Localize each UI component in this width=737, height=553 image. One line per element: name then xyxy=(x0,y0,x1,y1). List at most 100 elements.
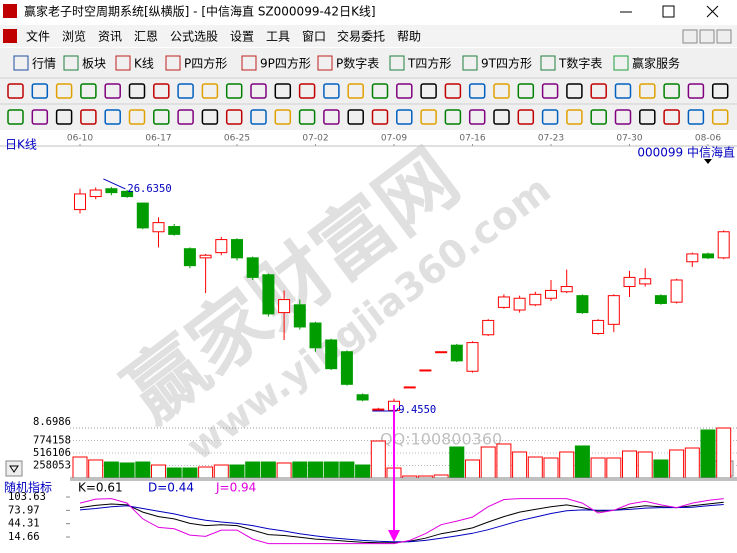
toolbar-icon[interactable] xyxy=(31,83,49,99)
close-button[interactable] xyxy=(706,5,719,18)
toolbar-icon[interactable] xyxy=(590,83,607,99)
toolbar-icon[interactable] xyxy=(115,55,131,71)
menu-item[interactable]: 窗口 xyxy=(302,30,326,44)
toolbar-icon[interactable] xyxy=(323,83,340,99)
toolbar-icon[interactable] xyxy=(639,109,656,125)
toolbar-icon[interactable] xyxy=(7,109,24,125)
toolbar-icon[interactable] xyxy=(31,109,49,125)
toolbar-icon[interactable] xyxy=(590,109,607,125)
toolbar-icon[interactable] xyxy=(663,83,680,99)
toolbar-icon[interactable] xyxy=(566,83,583,99)
menu-item[interactable]: 工具 xyxy=(266,30,290,44)
toolbar-button[interactable]: 板块 xyxy=(82,57,106,71)
toolbar-icon[interactable] xyxy=(298,109,316,125)
toolbar-icon[interactable] xyxy=(274,83,292,99)
toolbar-button[interactable]: K线 xyxy=(134,57,154,71)
toolbar-button[interactable]: 赢家服务 xyxy=(632,56,680,71)
toolbar-icon[interactable] xyxy=(80,109,97,125)
toolbar-icon[interactable] xyxy=(687,83,705,99)
toolbar-button[interactable]: T数字表 xyxy=(558,56,602,71)
maximize-button[interactable] xyxy=(662,5,675,18)
toolbar-icon[interactable] xyxy=(225,109,243,125)
toolbar-icon[interactable] xyxy=(639,83,656,99)
toolbar-button[interactable]: P数字表 xyxy=(336,56,379,71)
toolbar-icon[interactable] xyxy=(541,109,559,125)
candle-body xyxy=(670,279,683,303)
date-label: 06-25 xyxy=(224,134,250,144)
menu-item[interactable]: 浏览 xyxy=(62,29,86,44)
toolbar-button[interactable]: P四方形 xyxy=(184,56,227,71)
toolbar-icon[interactable] xyxy=(663,109,680,125)
toolbar-icon[interactable] xyxy=(298,83,316,99)
toolbar-icon[interactable] xyxy=(462,55,478,71)
toolbar-icon[interactable] xyxy=(396,109,413,125)
menu-item[interactable]: 汇恩 xyxy=(134,30,158,44)
toolbar-icon[interactable] xyxy=(614,109,632,125)
toolbar-icon[interactable] xyxy=(371,109,389,125)
toolbar-icon[interactable] xyxy=(323,109,340,125)
toolbar-icon[interactable] xyxy=(347,83,364,99)
mdi-restore[interactable] xyxy=(699,29,715,44)
mdi-close[interactable] xyxy=(716,29,732,44)
toolbar-icon[interactable] xyxy=(347,109,364,125)
dropdown-arrow[interactable] xyxy=(704,159,712,164)
toolbar-button[interactable]: T四方形 xyxy=(407,56,451,71)
toolbar-icon[interactable] xyxy=(153,83,170,99)
toolbar-icon[interactable] xyxy=(389,55,405,71)
toolbar-icon[interactable] xyxy=(201,83,219,99)
toolbar-icon[interactable] xyxy=(13,55,29,71)
toolbar-icon[interactable] xyxy=(274,109,292,125)
toolbar-icon[interactable] xyxy=(566,109,583,125)
toolbar-icon[interactable] xyxy=(177,83,194,99)
toolbar-icon[interactable] xyxy=(371,83,389,99)
toolbar-button[interactable]: 行情 xyxy=(32,57,56,71)
toolbar-icon[interactable] xyxy=(80,83,97,99)
menu-item[interactable]: 资讯 xyxy=(98,30,122,44)
toolbar-button[interactable]: 9P四方形 xyxy=(260,56,311,71)
toolbar-icon[interactable] xyxy=(711,109,729,125)
toolbar-icon[interactable] xyxy=(420,83,437,99)
toolbar-icon[interactable] xyxy=(396,83,413,99)
toolbar-icon[interactable] xyxy=(517,109,535,125)
toolbar-icon[interactable] xyxy=(128,109,146,125)
candle-body xyxy=(356,394,369,401)
toolbar-icon[interactable] xyxy=(241,55,257,71)
toolbar-icon[interactable] xyxy=(153,109,170,125)
toolbar-icon[interactable] xyxy=(468,83,486,99)
toolbar-icon[interactable] xyxy=(468,109,486,125)
toolbar-icon[interactable] xyxy=(55,83,73,99)
toolbar-icon[interactable] xyxy=(540,55,556,71)
toolbar-icon[interactable] xyxy=(177,109,194,125)
menu-item[interactable]: 帮助 xyxy=(397,30,421,44)
toolbar-icon[interactable] xyxy=(420,109,437,125)
toolbar-icon[interactable] xyxy=(7,83,24,99)
toolbar-icon[interactable] xyxy=(250,83,267,99)
toolbar-icon[interactable] xyxy=(493,109,510,125)
toolbar-icon[interactable] xyxy=(613,55,629,71)
toolbar-icon[interactable] xyxy=(444,109,462,125)
menu-item[interactable]: 文件 xyxy=(26,29,50,44)
toolbar-icon[interactable] xyxy=(104,109,121,125)
toolbar-icon[interactable] xyxy=(493,83,510,99)
menu-item[interactable]: 设置 xyxy=(230,30,254,44)
toolbar-icon[interactable] xyxy=(104,83,121,99)
toolbar-icon[interactable] xyxy=(250,109,267,125)
toolbar-button[interactable]: 9T四方形 xyxy=(481,56,532,71)
toolbar-icon[interactable] xyxy=(541,83,559,99)
toolbar-icon[interactable] xyxy=(63,55,79,71)
toolbar-icon[interactable] xyxy=(687,109,705,125)
menu-item[interactable]: 交易委托 xyxy=(337,29,385,44)
toolbar-icon[interactable] xyxy=(128,83,146,99)
toolbar-icon[interactable] xyxy=(165,55,181,71)
toolbar-icon[interactable] xyxy=(225,83,243,99)
toolbar-icon[interactable] xyxy=(55,109,73,125)
toolbar-icon[interactable] xyxy=(711,83,729,99)
toolbar-icon[interactable] xyxy=(614,83,632,99)
scroll-down[interactable] xyxy=(5,460,23,477)
menu-item[interactable]: 公式选股 xyxy=(170,30,218,44)
mdi-min[interactable] xyxy=(682,29,698,44)
toolbar-icon[interactable] xyxy=(444,83,462,99)
toolbar-icon[interactable] xyxy=(201,109,219,125)
toolbar-icon[interactable] xyxy=(517,83,535,99)
toolbar-icon[interactable] xyxy=(317,55,333,71)
